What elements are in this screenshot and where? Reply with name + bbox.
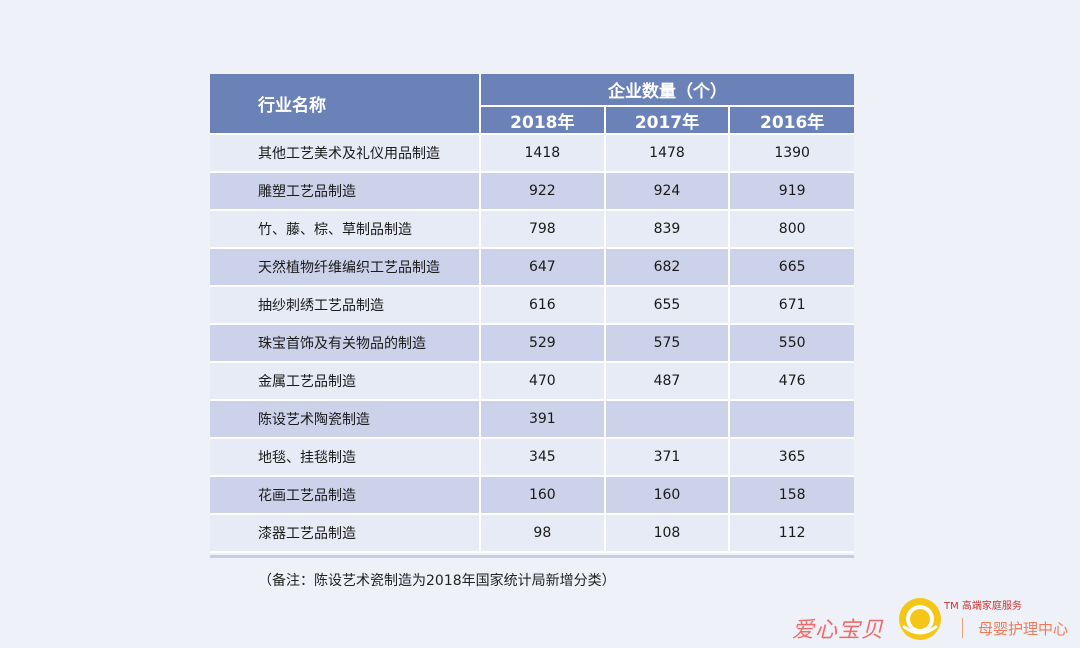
count-cell: 160 bbox=[603, 476, 730, 515]
count-cell bbox=[728, 400, 854, 439]
enterprise-count-table: 行业名称 企业数量（个） 2018年 2017年 2016年 其他工艺美术及礼仪… bbox=[210, 74, 854, 553]
count-cell: 160 bbox=[479, 476, 605, 515]
table-row: 陈设艺术陶瓷制造 391 bbox=[210, 400, 854, 439]
count-cell: 800 bbox=[728, 210, 854, 249]
count-cell: 616 bbox=[479, 286, 605, 325]
count-cell bbox=[603, 400, 730, 439]
count-cell: 108 bbox=[603, 514, 730, 553]
industry-name-cell: 陈设艺术陶瓷制造 bbox=[210, 400, 480, 439]
year-header-2018: 2018年 bbox=[479, 106, 605, 135]
table-row: 竹、藤、棕、草制品制造 798 839 800 bbox=[210, 210, 854, 249]
brand-divider bbox=[962, 618, 963, 638]
enterprise-count-header: 企业数量（个） bbox=[479, 74, 854, 107]
table-body: 其他工艺美术及礼仪用品制造 1418 1478 1390 雕塑工艺品制造 922 924 91… bbox=[210, 134, 854, 553]
data-table-container: 行业名称 企业数量（个） 2018年 2017年 2016年 其他工艺美术及礼仪… bbox=[210, 74, 854, 558]
table-row: 抽纱刺绣工艺品制造 616 655 671 bbox=[210, 286, 854, 325]
industry-name-cell: 珠宝首饰及有关物品的制造 bbox=[210, 324, 480, 363]
table-row: 花画工艺品制造 160 160 158 bbox=[210, 476, 854, 515]
count-cell: 487 bbox=[603, 362, 730, 401]
count-cell: 655 bbox=[603, 286, 730, 325]
count-cell: 112 bbox=[728, 514, 854, 553]
count-cell: 476 bbox=[728, 362, 854, 401]
table-row: 其他工艺美术及礼仪用品制造 1418 1478 1390 bbox=[210, 134, 854, 173]
industry-name-cell: 花画工艺品制造 bbox=[210, 476, 480, 515]
industry-name-cell: 其他工艺美术及礼仪用品制造 bbox=[210, 134, 480, 173]
table-row: 天然植物纤维编织工艺品制造 647 682 665 bbox=[210, 248, 854, 287]
count-cell: 1478 bbox=[603, 134, 730, 173]
count-cell: 919 bbox=[728, 172, 854, 211]
count-cell: 924 bbox=[603, 172, 730, 211]
count-cell: 550 bbox=[728, 324, 854, 363]
table-bottom-rule bbox=[210, 555, 854, 558]
count-cell: 529 bbox=[479, 324, 605, 363]
count-cell: 647 bbox=[479, 248, 605, 287]
count-cell: 798 bbox=[479, 210, 605, 249]
table-row: 金属工艺品制造 470 487 476 bbox=[210, 362, 854, 401]
industry-name-cell: 天然植物纤维编织工艺品制造 bbox=[210, 248, 480, 287]
count-cell: 1418 bbox=[479, 134, 605, 173]
brand-watermark-text: 爱心宝贝 bbox=[792, 618, 885, 643]
count-cell: 158 bbox=[728, 476, 854, 515]
count-cell: 391 bbox=[479, 400, 605, 439]
count-cell: 575 bbox=[603, 324, 730, 363]
count-cell: 345 bbox=[479, 438, 605, 477]
table-row: 雕塑工艺品制造 922 924 919 bbox=[210, 172, 854, 211]
industry-name-cell: 金属工艺品制造 bbox=[210, 362, 480, 401]
industry-name-cell: 漆器工艺品制造 bbox=[210, 514, 480, 553]
count-cell: 665 bbox=[728, 248, 854, 287]
count-cell: 98 bbox=[479, 514, 605, 553]
industry-name-cell: 地毯、挂毯制造 bbox=[210, 438, 480, 477]
table-footnote: （备注：陈设艺术瓷制造为2018年国家统计局新增分类） bbox=[258, 573, 616, 589]
brand-tm-text: TM 高端家庭服务 bbox=[944, 601, 1022, 612]
table-row: 漆器工艺品制造 98 108 112 bbox=[210, 514, 854, 553]
count-cell: 682 bbox=[603, 248, 730, 287]
table-row: 珠宝首饰及有关物品的制造 529 575 550 bbox=[210, 324, 854, 363]
count-cell: 371 bbox=[603, 438, 730, 477]
industry-name-cell: 抽纱刺绣工艺品制造 bbox=[210, 286, 480, 325]
brand-sun-logo-icon bbox=[899, 598, 941, 640]
year-header-2016: 2016年 bbox=[728, 106, 854, 135]
industry-name-cell: 竹、藤、棕、草制品制造 bbox=[210, 210, 480, 249]
count-cell: 922 bbox=[479, 172, 605, 211]
brand-subtitle: 母婴护理中心 bbox=[978, 620, 1069, 638]
year-header-2017: 2017年 bbox=[603, 106, 730, 135]
count-cell: 365 bbox=[728, 438, 854, 477]
table-row: 地毯、挂毯制造 345 371 365 bbox=[210, 438, 854, 477]
count-cell: 470 bbox=[479, 362, 605, 401]
count-cell: 1390 bbox=[728, 134, 854, 173]
count-cell: 671 bbox=[728, 286, 854, 325]
count-cell: 839 bbox=[603, 210, 730, 249]
industry-name-cell: 雕塑工艺品制造 bbox=[210, 172, 480, 211]
industry-name-header: 行业名称 bbox=[210, 74, 480, 135]
